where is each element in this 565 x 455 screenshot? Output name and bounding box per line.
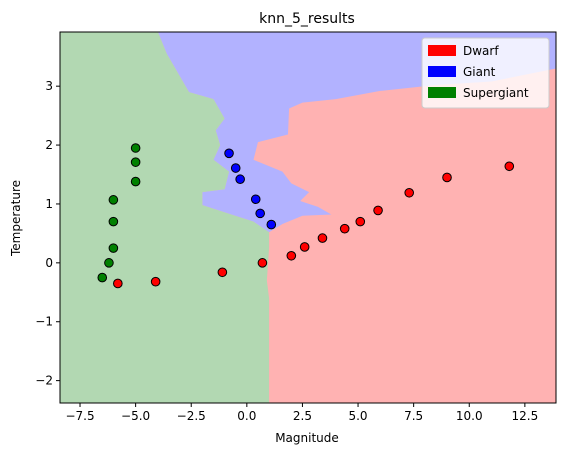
x-tick-label: 5.0 <box>348 409 367 423</box>
point-dwarf <box>286 250 297 261</box>
point-dwarf <box>442 172 452 183</box>
legend-label-giant: Giant <box>463 65 496 79</box>
data-points <box>97 143 515 289</box>
point-supergiant <box>108 243 119 253</box>
x-tick-label: −5.0 <box>121 409 150 423</box>
point-supergiant <box>97 272 108 283</box>
point-dwarf <box>373 205 383 216</box>
point-dwarf <box>339 223 350 234</box>
x-axis-label: Magnitude <box>275 431 339 445</box>
point-dwarf <box>217 267 228 278</box>
chart-title: knn_5_results <box>259 11 355 27</box>
y-tick-label: −1 <box>35 315 53 329</box>
point-giant <box>224 148 234 159</box>
x-tick-label: 7.5 <box>404 409 423 423</box>
y-tick-label: 1 <box>45 197 53 211</box>
x-tick-label: 0.0 <box>237 409 256 423</box>
y-tick-label: 3 <box>45 79 53 93</box>
legend-label-dwarf: Dwarf <box>463 44 499 58</box>
y-axis-label: Temperature <box>9 180 23 257</box>
point-giant <box>266 219 277 230</box>
legend-swatch-dwarf <box>428 45 456 56</box>
point-dwarf <box>355 216 366 227</box>
x-tick-label: 2.5 <box>293 409 312 423</box>
point-giant <box>250 194 261 205</box>
point-giant <box>235 174 245 185</box>
point-giant <box>230 163 241 173</box>
point-supergiant <box>108 216 119 227</box>
point-supergiant <box>104 258 114 268</box>
point-dwarf <box>150 276 161 287</box>
point-dwarf <box>317 233 328 243</box>
point-dwarf <box>504 161 515 172</box>
plot-frame <box>59 31 557 404</box>
legend: Dwarf Giant Supergiant <box>421 37 550 109</box>
point-supergiant <box>130 143 141 153</box>
point-dwarf <box>113 278 123 289</box>
point-dwarf <box>404 187 415 198</box>
y-tick-label: 2 <box>45 138 53 152</box>
x-tick-label: −7.5 <box>65 409 94 423</box>
point-dwarf <box>299 242 310 252</box>
point-supergiant <box>130 157 141 167</box>
point-dwarf <box>257 258 268 268</box>
region-supergiant <box>60 32 270 403</box>
y-tick-label: −2 <box>35 374 53 388</box>
x-tick-label: −2.5 <box>177 409 206 423</box>
point-supergiant <box>130 176 141 187</box>
x-tick-label: 12.5 <box>512 409 539 423</box>
x-axis-ticks: −7.5 −5.0 −2.5 0.0 2.5 5.0 7.5 10.0 12.5 <box>65 403 538 423</box>
y-tick-label: 0 <box>45 256 53 270</box>
legend-swatch-giant <box>428 66 456 77</box>
point-supergiant <box>108 195 119 205</box>
point-giant <box>255 208 265 219</box>
legend-label-supergiant: Supergiant <box>463 86 529 100</box>
x-tick-label: 10.0 <box>456 409 483 423</box>
legend-swatch-supergiant <box>428 87 456 98</box>
y-axis-ticks: −2 −1 0 1 2 3 <box>35 79 60 388</box>
